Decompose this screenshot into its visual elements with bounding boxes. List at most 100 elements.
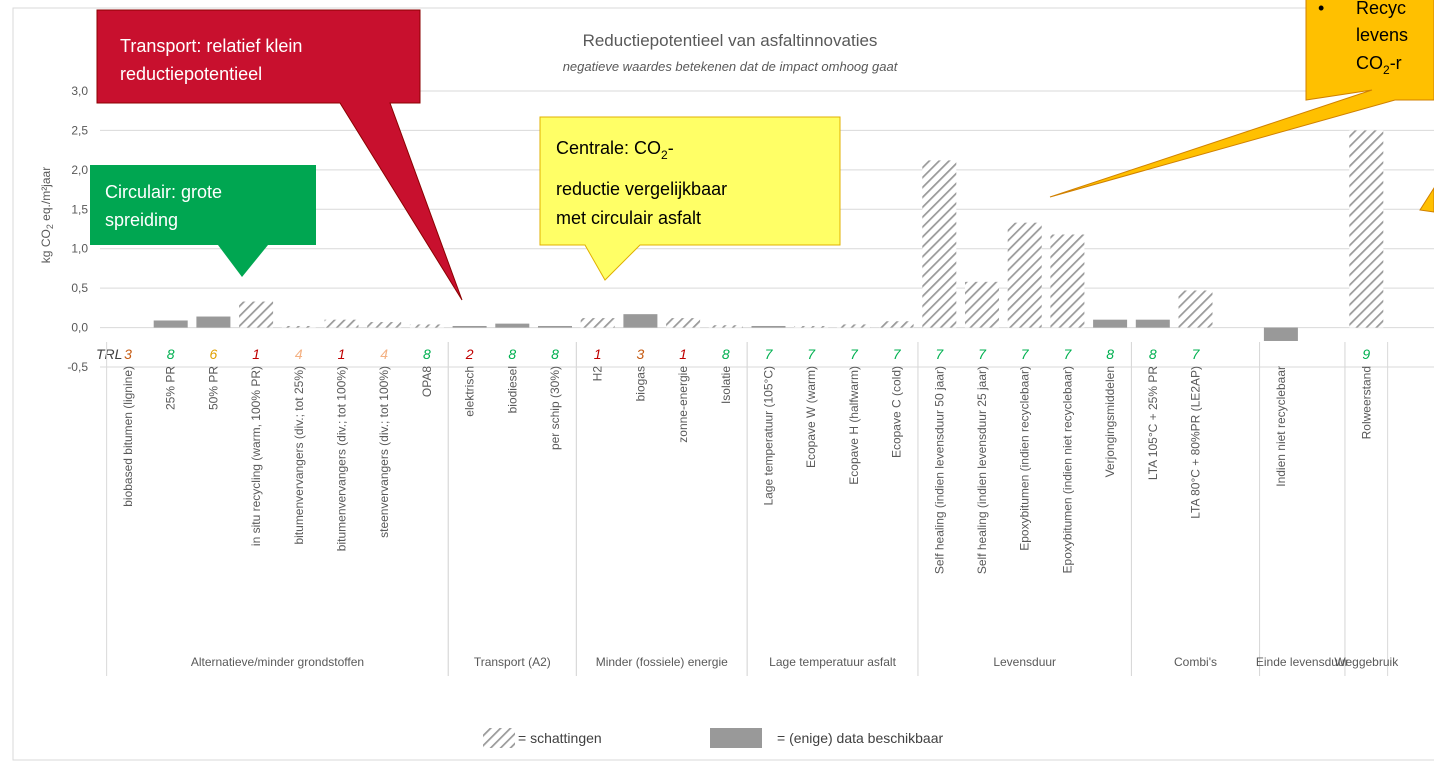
trl-value: 8 — [167, 346, 175, 362]
trl-value: 8 — [423, 346, 431, 362]
bar — [452, 325, 487, 328]
trl-value: 1 — [594, 346, 602, 362]
x-tick-label: Ecopave W (warm) — [804, 366, 818, 468]
bar — [324, 319, 359, 328]
callout-part: Centrale: CO — [556, 138, 661, 158]
trl-value: 3 — [124, 346, 132, 362]
bar — [281, 325, 316, 328]
x-tick-label: Ecopave H (halfwarm) — [847, 366, 861, 485]
trl-value: 7 — [1192, 346, 1201, 362]
bar — [409, 324, 444, 328]
callout-text: met circulair asfalt — [556, 208, 701, 228]
x-tick-label: 25% PR — [164, 366, 178, 410]
x-tick-label: 50% PR — [206, 366, 220, 410]
x-tick-label: per schip (30%) — [548, 366, 562, 450]
trl-value: 7 — [1064, 346, 1073, 362]
bar — [538, 325, 572, 328]
trl-value: 7 — [935, 346, 944, 362]
callout-circulair — [90, 165, 316, 277]
bar — [1263, 327, 1298, 341]
x-tick-label: biodiesel — [505, 366, 519, 413]
trl-value: 7 — [978, 346, 987, 362]
x-tick-label: OPA8 — [420, 366, 434, 397]
trl-value: 1 — [679, 346, 687, 362]
x-tick-label: bitumenvervangers (div.; tot 25%) — [292, 366, 306, 545]
trl-value: 1 — [252, 346, 260, 362]
x-tick-label: Self healing (indien levensduur 25 jaar) — [975, 366, 989, 574]
x-tick-label: Ecopave C (cold) — [890, 366, 904, 458]
bar — [708, 325, 743, 328]
bar — [922, 160, 957, 328]
x-tick-label: LTA 105°C + 25% PR — [1146, 366, 1160, 480]
callout-text: Transport: relatief klein — [120, 36, 302, 56]
bar — [836, 324, 871, 328]
x-tick-label: bitumenvervangers (div.; tot 100%) — [335, 366, 349, 551]
trl-value: 2 — [465, 346, 474, 362]
x-tick-label: Self healing (indien levensduur 50 jaar) — [932, 366, 946, 574]
x-tick-label: Indien niet recyclebaar — [1274, 366, 1288, 487]
callout-text: reductie vergelijkbaar — [556, 179, 727, 199]
y-tick-label: -0,5 — [67, 360, 88, 374]
bar — [1050, 234, 1085, 328]
x-tick-label: LTA 80°C + 80%PR (LE2AP) — [1189, 366, 1203, 519]
group-label: Transport (A2) — [474, 655, 551, 669]
callout-part: -r — [1390, 53, 1402, 73]
trl-value: 4 — [380, 346, 388, 362]
callout-sub: 2 — [661, 148, 668, 162]
bar — [495, 323, 530, 328]
callout-text: Centrale: CO2- — [556, 138, 674, 162]
callout-text: reductiepotentieel — [120, 64, 262, 84]
callout-centrale — [539, 116, 841, 281]
y-label-sub: 2 — [45, 224, 55, 229]
y-tick-label: 0,0 — [71, 321, 88, 335]
y-tick-label: 1,5 — [71, 202, 88, 216]
callout-text: CO2-r — [1356, 53, 1402, 77]
group-label: Alternatieve/minder grondstoffen — [191, 655, 364, 669]
trl-value: 4 — [295, 346, 303, 362]
y-tick-label: 1,0 — [71, 242, 88, 256]
trl-value: 7 — [1021, 346, 1030, 362]
x-tick-label: zonne-energie — [676, 366, 690, 443]
bar — [879, 321, 914, 328]
bar — [1093, 319, 1128, 328]
callout-sub: 2 — [1383, 63, 1390, 77]
bar — [580, 318, 615, 328]
bar — [196, 316, 231, 328]
y-label-part: eq./m²jaar — [39, 167, 53, 224]
callout-part: CO — [1356, 53, 1383, 73]
trl-value: 7 — [765, 346, 774, 362]
x-tick-label: Lage temperatuur (105°C) — [762, 366, 776, 506]
x-tick-label: elektrisch — [463, 366, 477, 417]
trl-value: 8 — [722, 346, 730, 362]
group-label: Minder (fossiele) energie — [596, 655, 728, 669]
bar — [623, 314, 658, 328]
legend-swatch-solid — [710, 728, 762, 748]
callout-text: Recyc — [1356, 0, 1406, 18]
trl-value: 7 — [893, 346, 902, 362]
callout-pointer — [1419, 187, 1434, 213]
callout-transport — [96, 9, 463, 301]
group-label: Levensduur — [993, 655, 1056, 669]
bar — [666, 318, 701, 328]
bar — [239, 301, 274, 328]
x-tick-label: biogas — [633, 366, 647, 401]
y-label-part: kg CO — [39, 229, 53, 263]
y-tick-label: 0,5 — [71, 281, 88, 295]
bar — [153, 320, 188, 328]
y-tick-label: 3,0 — [71, 84, 88, 98]
x-tick-label: biobased bitumen (lignine) — [121, 366, 135, 507]
trl-value: 3 — [637, 346, 645, 362]
legend-label: = schattingen — [518, 730, 602, 746]
callout-text: spreiding — [105, 210, 178, 230]
x-tick-label: Verjongingsmiddelen — [1103, 366, 1117, 477]
trl-value: 8 — [508, 346, 516, 362]
group-label: Einde levensduur — [1256, 655, 1349, 669]
y-tick-label: 2,0 — [71, 163, 88, 177]
callout-text: levens — [1356, 25, 1408, 45]
chart-title: Reductiepotentieel van asfaltinnovaties — [583, 31, 878, 50]
bar — [751, 325, 786, 328]
bar — [1349, 130, 1384, 328]
group-label: Weggebruik — [1334, 655, 1399, 669]
x-tick-label: H2 — [591, 366, 605, 382]
